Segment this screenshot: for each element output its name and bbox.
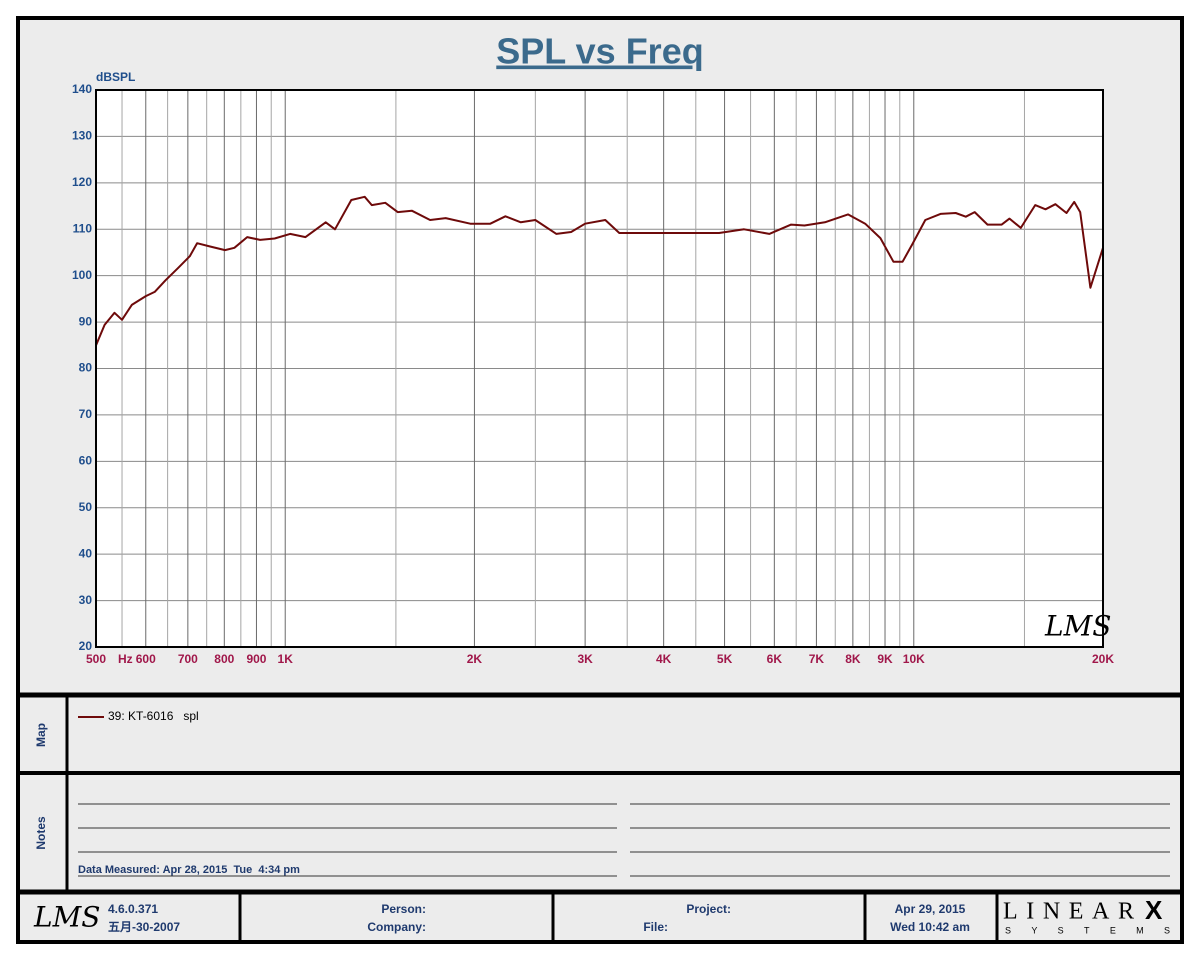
series-line [95, 195, 1104, 346]
footer-dividers [238, 892, 999, 942]
legend-entry: 39: KT-6016 spl [108, 709, 199, 723]
file: File: [643, 920, 668, 934]
y-tick-label: 60 [79, 454, 93, 468]
y-tick-label: 110 [73, 221, 93, 235]
x-tick-label: 4K [656, 652, 672, 666]
x-tick-label: 800 [214, 652, 234, 666]
map-label: Map [34, 723, 48, 747]
y-axis-label: dBSPL [96, 70, 135, 84]
y-tick-label: 20 [79, 639, 93, 653]
x-axis-unit: Hz [118, 652, 133, 666]
brand-sub: SYSTEMS [1005, 925, 1170, 935]
y-tick-label: 130 [72, 129, 92, 143]
y-tick-label: 100 [72, 268, 92, 282]
footer-logo: LMS [33, 901, 100, 934]
plot-border [95, 89, 1104, 648]
watermark: LMS [1044, 610, 1111, 643]
x-tick-label: 10K [903, 652, 925, 666]
project: Project: [686, 902, 731, 916]
person: Person: [381, 902, 426, 916]
y-tick-label: 140 [72, 82, 92, 96]
y-tick-label: 120 [72, 175, 92, 189]
build-date: 五月-30-2007 [108, 920, 180, 934]
notes-label: Notes [34, 816, 48, 850]
chart-title: SPL vs Freq [496, 31, 703, 72]
x-tick-label: 7K [809, 652, 825, 666]
x-tick-label: 6K [767, 652, 783, 666]
company: Company: [367, 920, 426, 934]
version: 4.6.0.371 [108, 902, 158, 916]
x-tick-label: 9K [877, 652, 893, 666]
x-tick-label: 500 [86, 652, 106, 666]
x-tick-label: 3K [577, 652, 593, 666]
brand-x: X [1145, 895, 1163, 925]
measured-note: Data Measured: Apr 28, 2015 Tue 4:34 pm [78, 864, 300, 876]
x-tick-label: 600 [136, 652, 156, 666]
y-tick-label: 70 [79, 407, 93, 421]
y-tick-label: 40 [79, 546, 93, 560]
note-lines [78, 803, 1170, 877]
print-date: Apr 29, 2015 [895, 902, 966, 916]
plot: 20 30 40 50 60 70 80 90 100 110 120 130 140 500 600 700… [72, 82, 1114, 666]
y-tick-label: 80 [79, 361, 93, 375]
x-tick-label: 20K [1092, 652, 1114, 666]
x-tick-label: 700 [178, 652, 198, 666]
print-time: Wed 10:42 am [890, 920, 970, 934]
x-tick-label: 2K [467, 652, 483, 666]
y-tick-label: 30 [79, 593, 93, 607]
y-tick-label: 50 [79, 500, 93, 514]
x-tick-label: 1K [278, 652, 294, 666]
x-tick-label: 900 [246, 652, 266, 666]
y-tick-label: 90 [79, 314, 93, 328]
x-tick-label: 8K [845, 652, 861, 666]
x-tick-label: 5K [717, 652, 733, 666]
